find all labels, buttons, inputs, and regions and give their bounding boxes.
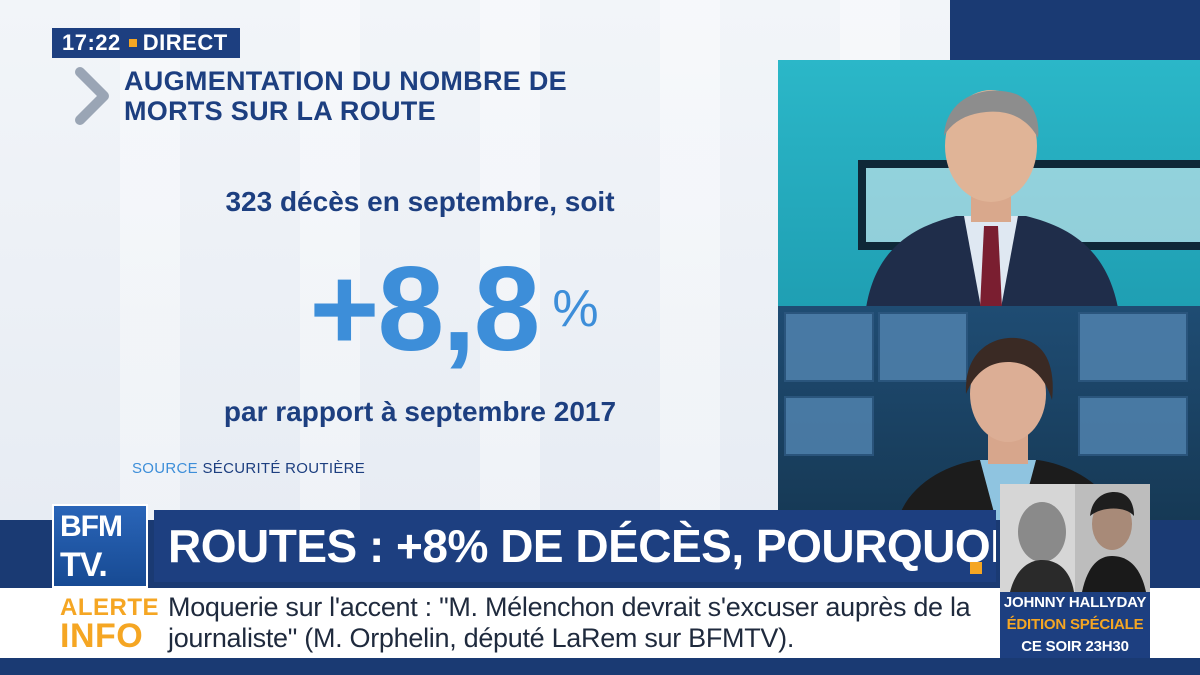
studio-screen-tile	[878, 312, 968, 382]
alert-label-bottom: INFO	[60, 617, 144, 655]
source-credit: SOURCE SÉCURITÉ ROUTIÈRE	[132, 460, 365, 477]
studio-screen-tile	[1078, 312, 1188, 382]
promo-line-2: ÉDITION SPÉCIALE	[1000, 614, 1150, 636]
studio-screen-tile	[784, 396, 874, 456]
clock-bar: 17:22 DIRECT	[52, 28, 240, 58]
logo-text-top: BFM	[60, 510, 123, 543]
alert-info-label: ALERTE INFO	[60, 594, 160, 655]
breaking-news-ticker: ALERTE INFO Moquerie sur l'accent : "M. …	[0, 588, 1200, 658]
headline-accent-square	[970, 562, 982, 574]
promo-line-1: JOHNNY HALLYDAY	[1000, 592, 1150, 614]
big-stat-unit: %	[552, 280, 599, 338]
studio-screen-tile	[1078, 396, 1188, 456]
headline-line-1: AUGMENTATION DU NOMBRE DE	[124, 66, 567, 96]
promo-photo	[1000, 484, 1150, 592]
infographic-headline: AUGMENTATION DU NOMBRE DE MORTS SUR LA R…	[124, 66, 724, 126]
clock-separator-square	[128, 39, 137, 47]
bfmtv-logo: BFM TV.	[52, 504, 148, 588]
clock-time: 17:22	[62, 30, 121, 55]
ticker-text: Moquerie sur l'accent : "M. Mélenchon de…	[168, 592, 971, 653]
chevron-right-icon	[75, 67, 109, 125]
source-label: SOURCE	[132, 460, 198, 477]
big-stat-number: +8,8	[309, 242, 540, 376]
source-value: SÉCURITÉ ROUTIÈRE	[202, 460, 366, 477]
headline-text: ROUTES : +8% DE DÉCÈS, POURQUOI?	[168, 520, 996, 572]
bottom-strip	[0, 658, 1200, 675]
logo-text-bottom: TV.	[60, 546, 108, 584]
headline-line-2: MORTS SUR LA ROUTE	[124, 96, 436, 126]
stat-comparison-text: par rapport à septembre 2017	[223, 396, 617, 427]
promo-line-3: CE SOIR 23H30	[1000, 636, 1150, 658]
big-stat: +8,8%	[0, 240, 908, 378]
alert-label-top: ALERTE	[60, 594, 159, 621]
studio-screen-tile	[784, 312, 874, 382]
promo-box: JOHNNY HALLYDAY ÉDITION SPÉCIALE CE SOIR…	[1000, 484, 1150, 658]
video-feed-guest-1	[778, 60, 1200, 306]
guest-1-figure	[866, 90, 1118, 306]
live-label: DIRECT	[142, 30, 228, 55]
stat-intro-text: 323 décès en septembre, soit	[225, 186, 615, 217]
headline-bar: ROUTES : +8% DE DÉCÈS, POURQUOI?	[154, 510, 996, 582]
